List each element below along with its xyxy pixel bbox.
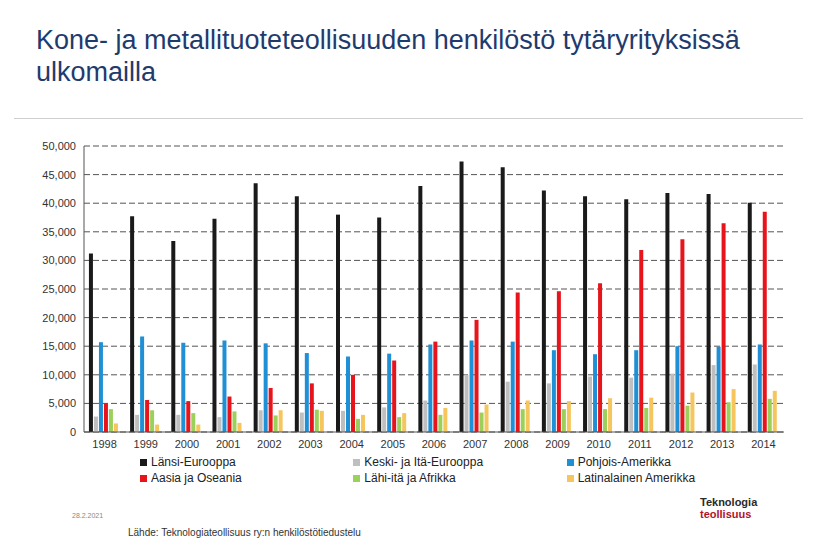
svg-text:2001: 2001: [216, 438, 240, 450]
svg-text:2012: 2012: [669, 438, 693, 450]
html-text:teollisuus: teollisuus: [700, 508, 752, 520]
svg-text:2008: 2008: [504, 438, 528, 450]
html-text:Pohjois-Amerikka: Pohjois-Amerikka: [577, 455, 671, 469]
svg-text:2000: 2000: [175, 438, 199, 450]
svg-text:0: 0: [70, 426, 76, 438]
html-text:Teknologia: Teknologia: [700, 496, 758, 508]
svg-text:15,000: 15,000: [42, 340, 76, 352]
svg-text:2004: 2004: [339, 438, 363, 450]
svg-text:20,000: 20,000: [42, 312, 76, 324]
svg-text:50,000: 50,000: [42, 140, 76, 152]
svg-text:10,000: 10,000: [42, 369, 76, 381]
svg-text:2010: 2010: [586, 438, 610, 450]
svg-text:2005: 2005: [381, 438, 405, 450]
svg-text:2002: 2002: [257, 438, 281, 450]
svg-text:2003: 2003: [298, 438, 322, 450]
svg-text:30,000: 30,000: [42, 254, 76, 266]
svg-text:2009: 2009: [545, 438, 569, 450]
html-text:Lähde: Teknologiateollisuus ry: Lähde: Teknologiateollisuus ry:n henkilö…: [128, 527, 361, 538]
svg-text:5,000: 5,000: [48, 397, 76, 409]
svg-text:2014: 2014: [751, 438, 775, 450]
svg-text:25,000: 25,000: [42, 283, 76, 295]
html-text:Lähi-itä ja Afrikka: Lähi-itä ja Afrikka: [364, 471, 456, 485]
html-text:Latinalainen Amerikka: Latinalainen Amerikka: [577, 471, 696, 485]
svg-text:45,000: 45,000: [42, 169, 76, 181]
svg-text:1998: 1998: [92, 438, 116, 450]
html-text:Keski- ja Itä-Eurooppa: Keski- ja Itä-Eurooppa: [364, 455, 484, 469]
html-text:Kone- ja metallituoteteollisuu: Kone- ja metallituoteteollisuuden henkil…: [36, 25, 740, 87]
svg-text:35,000: 35,000: [42, 226, 76, 238]
svg-text:1999: 1999: [134, 438, 158, 450]
html-text:Länsi-Eurooppa: Länsi-Eurooppa: [151, 455, 236, 469]
html-text:Aasia ja Oseania: Aasia ja Oseania: [151, 471, 242, 485]
svg-text:40,000: 40,000: [42, 197, 76, 209]
html-text:28.2.2021: 28.2.2021: [72, 512, 104, 519]
svg-text:2006: 2006: [422, 438, 446, 450]
svg-text:2007: 2007: [463, 438, 487, 450]
svg-text:2013: 2013: [710, 438, 734, 450]
svg-text:2011: 2011: [628, 438, 652, 450]
